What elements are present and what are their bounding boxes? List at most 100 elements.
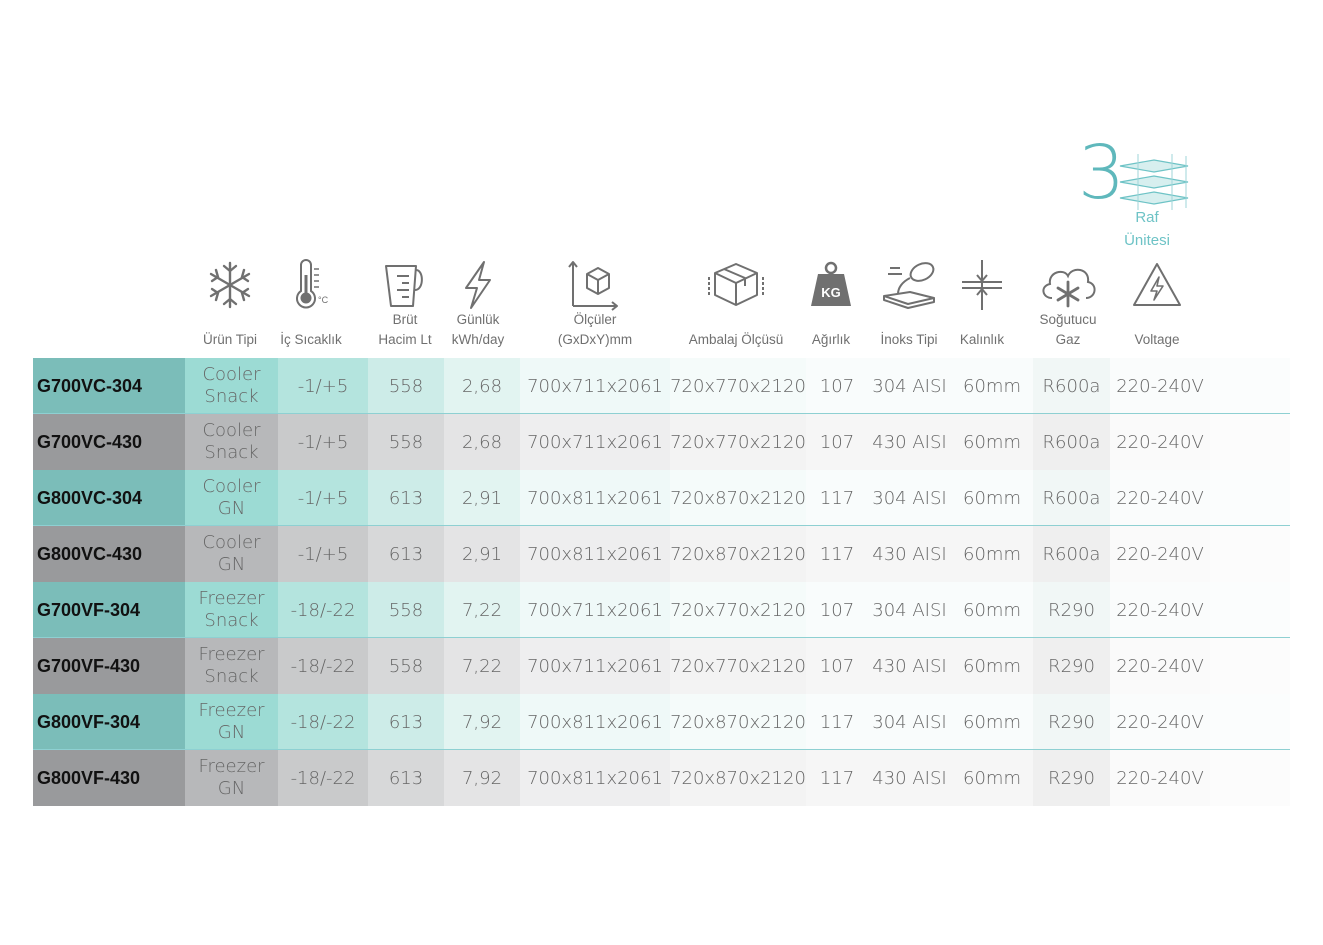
cell-steel: 430 AISI (868, 638, 951, 694)
table-row: G800VF-430 Freezer GN -18/-22 613 7,92 700x811… (33, 750, 1290, 806)
cell-kwh: 7,22 (444, 582, 520, 638)
cell-pack: 720x870x2120 (670, 694, 806, 750)
column-label: Ağırlık (811, 332, 851, 347)
cell-weight: 107 (806, 638, 868, 694)
cell-voltage: 220-240V (1110, 470, 1210, 526)
column-label: Soğutucu Gaz (1039, 312, 1097, 347)
cell-model: G700VF-430 (33, 638, 185, 694)
cell-type: Freezer Snack (185, 638, 278, 694)
table-row: G700VC-430 Cooler Snack -1/+5 558 2,68 700x711… (33, 414, 1290, 470)
cell-steel: 430 AISI (868, 414, 951, 470)
product-type-line: Snack (204, 442, 259, 463)
product-type-line: GN (217, 778, 246, 799)
dimensions-cube-icon (520, 256, 670, 314)
cell-volume: 558 (368, 358, 444, 414)
product-type-line: Snack (204, 666, 259, 687)
column-label: Günlük kWh/day (451, 312, 505, 347)
cell-gas: R600a (1033, 358, 1110, 414)
column-header-inoks: İnoks Tipi (868, 256, 950, 356)
cell-temp: -18/-22 (278, 582, 368, 638)
cell-model: G700VF-304 (33, 582, 185, 638)
column-header-gunluk: Günlük kWh/day (444, 256, 512, 356)
cell-voltage: 220-240V (1110, 582, 1210, 638)
snowflake-icon (190, 256, 270, 314)
column-header-agirlik: KG Ağırlık (800, 256, 862, 356)
cell-gas: R290 (1033, 582, 1110, 638)
cell-dims: 700x811x2061 (520, 694, 670, 750)
cell-voltage: 220-240V (1110, 414, 1210, 470)
cell-voltage: 220-240V (1110, 526, 1210, 582)
cell-model: G800VC-430 (33, 526, 185, 582)
cell-model: G800VF-304 (33, 694, 185, 750)
row-divider (33, 524, 1290, 526)
cell-gas: R290 (1033, 750, 1110, 806)
cloud-snow-icon (1030, 256, 1106, 314)
cell-thick: 60mm (951, 638, 1033, 694)
column-header-olculer: Ölçüler (GxDxY)mm (520, 256, 670, 356)
shelf-count: 3 (1078, 130, 1126, 216)
shelf-label: Raf Ünitesi (1124, 209, 1170, 249)
cell-dims: 700x711x2061 (520, 582, 670, 638)
cell-thick: 60mm (951, 750, 1033, 806)
cell-kwh: 7,92 (444, 750, 520, 806)
cell-thick: 60mm (951, 526, 1033, 582)
cell-kwh: 7,22 (444, 638, 520, 694)
product-type-line: Freezer (198, 643, 265, 665)
cell-voltage: 220-240V (1110, 638, 1210, 694)
cell-weight: 117 (806, 694, 868, 750)
table-row: G700VF-304 Freezer Snack -18/-22 558 7,22 700x… (33, 582, 1290, 638)
cell-type: Cooler GN (185, 470, 278, 526)
cell-steel: 304 AISI (868, 582, 951, 638)
cell-kwh: 2,91 (444, 526, 520, 582)
row-divider (33, 636, 1290, 638)
cell-temp: -1/+5 (278, 470, 368, 526)
cell-type: Cooler Snack (185, 358, 278, 414)
cell-type: Cooler Snack (185, 414, 278, 470)
cell-pack: 720x870x2120 (670, 750, 806, 806)
cell-thick: 60mm (951, 694, 1033, 750)
column-header-ic_sicaklik: °C İç Sıcaklık (272, 256, 350, 356)
cell-model: G700VC-304 (33, 358, 185, 414)
product-type-line: Snack (204, 386, 259, 407)
cell-pack: 720x770x2120 (670, 582, 806, 638)
cell-kwh: 2,68 (444, 414, 520, 470)
table-row: G700VF-430 Freezer Snack -18/-22 558 7,22 700x… (33, 638, 1290, 694)
column-header-brut_hacim: Brüt Hacim Lt (368, 256, 442, 356)
product-type-line: Cooler (202, 419, 261, 441)
product-type-line: Freezer (198, 587, 265, 609)
cell-model: G700VC-430 (33, 414, 185, 470)
column-label: İç Sıcaklık (280, 332, 342, 347)
cell-steel: 430 AISI (868, 526, 951, 582)
cell-thick: 60mm (951, 358, 1033, 414)
cell-gas: R290 (1033, 694, 1110, 750)
cell-pack: 720x770x2120 (670, 638, 806, 694)
cell-pack: 720x770x2120 (670, 414, 806, 470)
cell-volume: 558 (368, 582, 444, 638)
cell-thick: 60mm (951, 414, 1033, 470)
cell-pack: 720x870x2120 (670, 470, 806, 526)
table-row: G700VC-304 Cooler Snack -1/+5 558 2,68 700x711… (33, 358, 1290, 414)
product-type-line: Snack (204, 610, 259, 631)
cell-volume: 613 (368, 470, 444, 526)
cell-temp: -18/-22 (278, 638, 368, 694)
cell-dims: 700x711x2061 (520, 358, 670, 414)
cell-type: Freezer GN (185, 750, 278, 806)
cell-gas: R290 (1033, 638, 1110, 694)
column-label: Kalınlık (959, 332, 1005, 347)
cell-pack: 720x870x2120 (670, 526, 806, 582)
cell-temp: -1/+5 (278, 358, 368, 414)
row-divider (33, 748, 1290, 750)
column-label: Brüt Hacim Lt (378, 312, 432, 347)
cell-pack: 720x770x2120 (670, 358, 806, 414)
cell-weight: 117 (806, 470, 868, 526)
thermometer-icon: °C (272, 256, 350, 314)
table-row: G800VC-430 Cooler GN -1/+5 613 2,91 700x811x20… (33, 526, 1290, 582)
cell-gas: R600a (1033, 470, 1110, 526)
cell-temp: -18/-22 (278, 750, 368, 806)
cell-type: Freezer Snack (185, 582, 278, 638)
cell-voltage: 220-240V (1110, 750, 1210, 806)
package-box-icon (678, 256, 794, 314)
cell-type: Freezer GN (185, 694, 278, 750)
cell-type: Cooler GN (185, 526, 278, 582)
cell-steel: 304 AISI (868, 358, 951, 414)
